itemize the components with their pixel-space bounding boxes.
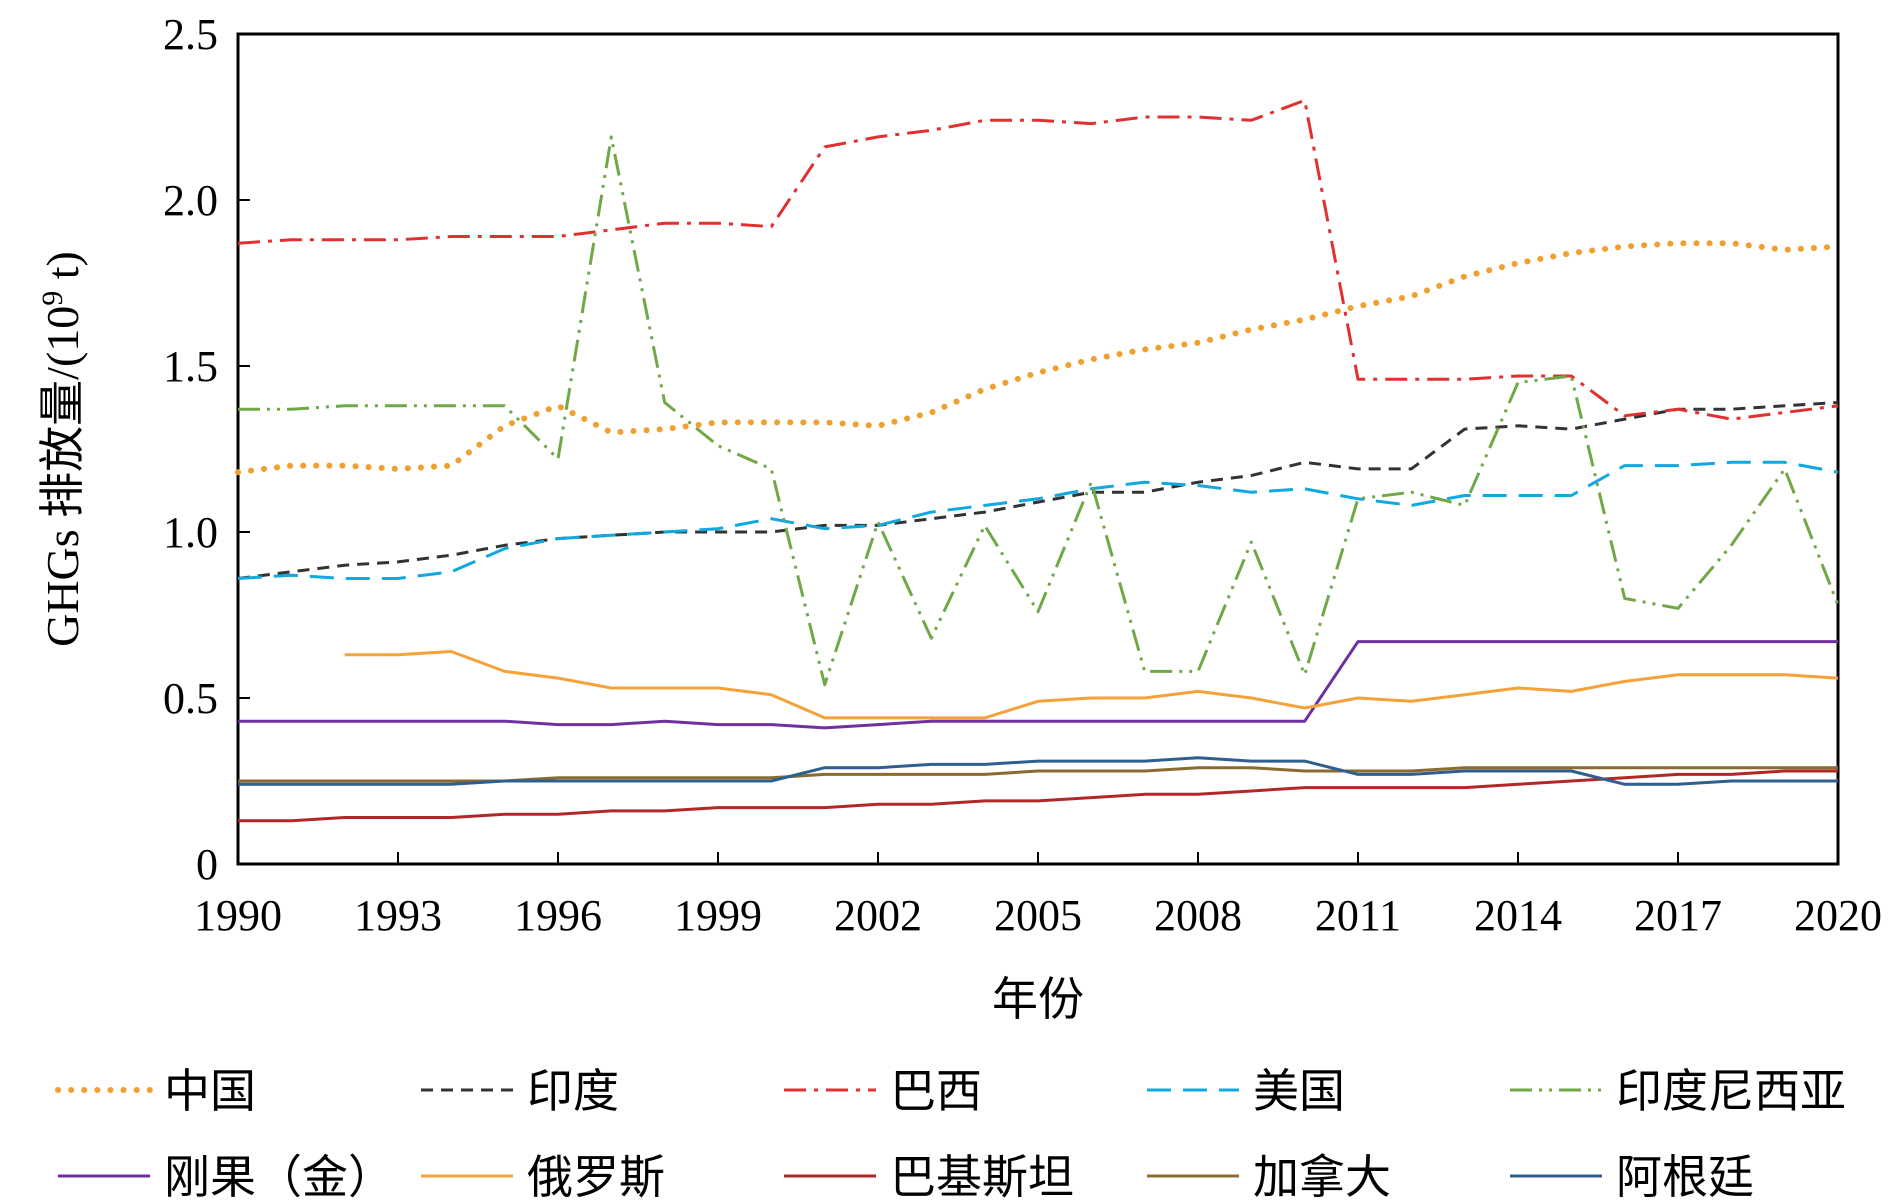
- y-tick-label: 1.5: [163, 342, 218, 391]
- x-tick-label: 1993: [354, 891, 442, 940]
- x-tick-label: 2002: [834, 891, 922, 940]
- x-tick-label: 1990: [194, 891, 282, 940]
- x-tick-label: 2014: [1474, 891, 1562, 940]
- legend-label: 俄罗斯: [527, 1150, 665, 1204]
- x-axis-title: 年份: [992, 974, 1084, 1025]
- y-tick-label: 1.0: [163, 508, 218, 557]
- x-tick-label: 1999: [674, 891, 762, 940]
- x-tick-label: 1996: [514, 891, 602, 940]
- plot-frame: [236, 32, 1840, 866]
- series-line: [237, 460, 1839, 580]
- y-tick-label: 0.5: [163, 674, 218, 723]
- y-axis-ticks: 0 0.5 1.0 1.5 2.0 2.5: [163, 10, 250, 889]
- series-line: [238, 756, 1838, 786]
- legend-label: 印度: [527, 1064, 619, 1118]
- legend-label: 巴西: [890, 1064, 982, 1118]
- series-line: [237, 98, 1839, 421]
- x-tick-label: 2008: [1154, 891, 1242, 940]
- legend-label: 中国: [164, 1064, 256, 1118]
- y-tick-label: 0: [196, 840, 218, 889]
- x-tick-label: 2017: [1634, 891, 1722, 940]
- y-tick-label: 2.5: [163, 10, 218, 59]
- legend-label: 美国: [1253, 1064, 1345, 1118]
- legend-label: 巴基斯坦: [890, 1150, 1074, 1204]
- series-line: [237, 401, 1839, 580]
- y-tick-label: 2.0: [163, 176, 218, 225]
- series-lines: [235, 98, 1841, 823]
- x-axis-ticks: 1990 1993 1996 1999 2002 2005 2008 2011 2014 2017…: [194, 852, 1882, 940]
- x-tick-label: 2011: [1315, 891, 1401, 940]
- series-line: [238, 769, 1838, 823]
- series-line: [238, 135, 1840, 687]
- legend-label: 印度尼西亚: [1616, 1064, 1846, 1118]
- legend-label: 加拿大: [1253, 1150, 1391, 1204]
- x-tick-label: 2005: [994, 891, 1082, 940]
- series-line: [235, 240, 1841, 476]
- series-line: [344, 650, 1839, 720]
- series-line: [238, 640, 1838, 730]
- x-tick-label: 2020: [1794, 891, 1882, 940]
- legend-label: 阿根廷: [1616, 1150, 1754, 1204]
- y-axis-title: GHGs 排放量/(109 t): [36, 251, 89, 647]
- legend-label: 刚果（金）: [164, 1150, 394, 1204]
